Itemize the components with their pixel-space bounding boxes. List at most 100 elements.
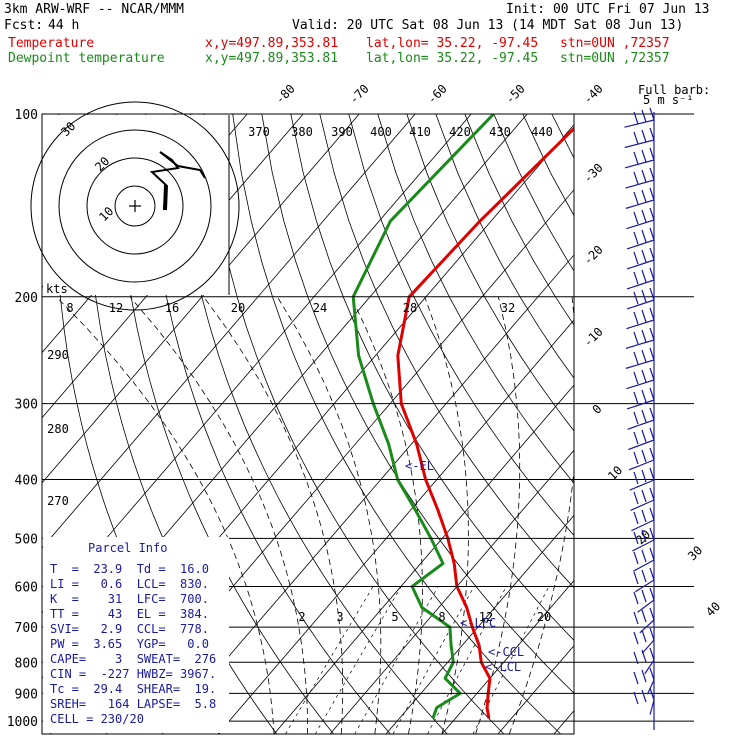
pressure-label: 700 bbox=[15, 621, 38, 636]
theta-label: 420 bbox=[449, 125, 471, 139]
wind-barb-flag bbox=[633, 651, 639, 665]
wind-barb-flag bbox=[649, 647, 655, 661]
wind-barb-flag bbox=[641, 389, 647, 403]
wind-barb-flag bbox=[633, 551, 639, 565]
wind-barb bbox=[649, 699, 655, 715]
dry-adiabat bbox=[261, 114, 574, 694]
isotherm-line bbox=[553, 710, 574, 734]
mixing-ratio-label: 3 bbox=[336, 610, 343, 624]
parcel-info-title: Parcel Info bbox=[88, 541, 167, 555]
wind-barb-flag bbox=[641, 149, 647, 163]
wind-barb bbox=[626, 219, 655, 230]
wind-barb-flag bbox=[633, 631, 639, 645]
mixing-ratio-label: 8 bbox=[438, 610, 445, 624]
hodograph-trace-lowlevel bbox=[163, 184, 168, 211]
wind-barb-flag bbox=[641, 509, 647, 523]
latlon-temp: lat,lon= 35.22, -97.45 bbox=[366, 36, 539, 51]
wind-barb-flag bbox=[649, 247, 655, 261]
parcel-info-row: SREH= 164 LAPSE= 5.8 bbox=[50, 697, 216, 711]
dry-adiabat bbox=[290, 114, 574, 641]
mixing-ratio-line bbox=[427, 586, 507, 734]
wind-barb-flag bbox=[633, 571, 639, 585]
dry-adiabat bbox=[493, 114, 574, 272]
wind-barb-flag bbox=[633, 191, 639, 205]
moist-adiabat bbox=[276, 296, 382, 734]
wind-barb-flag bbox=[641, 529, 647, 543]
temperature-profile bbox=[396, 126, 574, 719]
dry-adiabat bbox=[348, 114, 574, 537]
isotherm-label: 30 bbox=[685, 543, 705, 563]
isotherm-label: -60 bbox=[425, 82, 450, 107]
wind-barb-flag bbox=[649, 267, 655, 281]
mixing-ratio-label: 20 bbox=[231, 301, 245, 315]
parcel-level-marker: <-CCL bbox=[488, 645, 524, 659]
moist-adiabat bbox=[508, 296, 574, 734]
wind-barb-flag bbox=[633, 331, 639, 345]
wind-barb-flag bbox=[649, 207, 655, 221]
wind-barb-flag bbox=[641, 489, 647, 503]
wind-barb-flag bbox=[641, 189, 647, 203]
wind-barb-flag bbox=[633, 351, 639, 365]
mixing-ratio-line bbox=[314, 586, 402, 734]
isotherm-line bbox=[161, 254, 574, 734]
wind-barb-flag bbox=[633, 531, 639, 545]
isotherm-label: -80 bbox=[273, 82, 298, 107]
wind-barb bbox=[624, 139, 655, 149]
parcel-info-row: SVI= 2.9 CCL= 778. bbox=[50, 622, 209, 636]
wind-barb-flag bbox=[649, 127, 655, 141]
wind-barb-flag bbox=[633, 291, 639, 305]
isotherm-line bbox=[385, 514, 574, 734]
wind-barb-flag bbox=[649, 547, 655, 561]
theta-label: 290 bbox=[47, 348, 69, 362]
wind-barb-flag bbox=[633, 311, 639, 325]
dry-adiabat bbox=[464, 114, 574, 326]
wind-barb-flag bbox=[633, 451, 639, 465]
mixing-ratio-label: 12 bbox=[479, 610, 493, 624]
parcel-info-row: CAPE= 3 SWEAT= 276 bbox=[50, 652, 216, 666]
parcel-info-row: T = 23.9 Td = 16.0 bbox=[50, 562, 209, 576]
parcel-info-row: CELL = 230/20 bbox=[50, 712, 144, 726]
wind-barb bbox=[625, 339, 655, 349]
isotherm-line bbox=[497, 645, 574, 734]
hodograph-ring bbox=[86, 157, 184, 255]
wind-barb-flag bbox=[649, 307, 655, 321]
wind-barb-flag bbox=[633, 271, 639, 285]
wind-barb-flag bbox=[633, 211, 639, 225]
wind-barb-flag bbox=[649, 447, 655, 461]
dry-adiabat bbox=[319, 114, 574, 589]
wind-barb bbox=[624, 159, 655, 169]
wind-barb-flag bbox=[649, 107, 655, 121]
wind-barb bbox=[641, 639, 655, 654]
dry-adiabat bbox=[232, 114, 561, 734]
wind-barb bbox=[637, 599, 655, 613]
wind-barb bbox=[626, 299, 655, 310]
wind-barb-flag bbox=[641, 169, 647, 183]
theta-label: 270 bbox=[47, 494, 69, 508]
barb-legend-label: Full barb: bbox=[638, 83, 710, 97]
wind-barb-flag bbox=[649, 627, 655, 641]
wind-barb bbox=[630, 499, 655, 511]
isotherm-line bbox=[441, 579, 574, 734]
wind-barb-flag bbox=[649, 227, 655, 241]
wind-barb-flag bbox=[633, 111, 639, 125]
wind-barb-flag bbox=[649, 287, 655, 301]
mixing-ratio-label: 2 bbox=[298, 610, 305, 624]
forecast-label: Fcst: bbox=[4, 18, 44, 33]
wind-barb bbox=[626, 279, 655, 290]
mixing-ratio-line bbox=[285, 586, 374, 734]
wind-barb-flag bbox=[641, 549, 647, 563]
parcel-level-marker: <-EL bbox=[405, 459, 434, 473]
wind-barb-flag bbox=[641, 289, 647, 303]
parcel-info-row: K = 31 LFC= 700. bbox=[50, 592, 209, 606]
wind-barb-flag bbox=[649, 327, 655, 341]
wind-barb-flag bbox=[633, 691, 639, 705]
wind-barb-flag bbox=[649, 367, 655, 381]
wind-barb-flag bbox=[649, 667, 655, 681]
wind-barb-flag bbox=[633, 431, 639, 445]
wind-barb-flag bbox=[641, 229, 647, 243]
wind-barb-flag bbox=[641, 609, 647, 623]
wind-barb-flag bbox=[641, 269, 647, 283]
dry-adiabat bbox=[668, 114, 740, 734]
wind-barb-flag bbox=[633, 411, 639, 425]
wind-barb bbox=[626, 259, 655, 270]
